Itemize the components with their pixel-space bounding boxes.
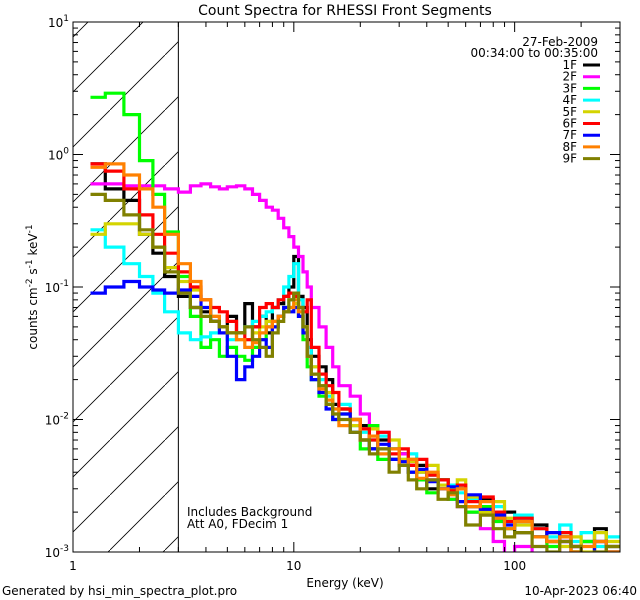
- y-tick-label: 10-2: [45, 412, 69, 428]
- y-tick-base: 10: [48, 16, 63, 30]
- y-tick-base: 10: [45, 546, 60, 560]
- y-label-exp: -1: [25, 224, 35, 233]
- legend-label-3F: 3F: [562, 81, 577, 95]
- series-line-2F: [90, 182, 573, 552]
- legend-label-6F: 6F: [562, 117, 577, 131]
- footer-generated-by: Generated by hsi_min_spectra_plot.pro: [2, 584, 237, 598]
- series-line-9F: [90, 192, 620, 552]
- chart-title: Count Spectra for RHESSI Front Segments: [198, 3, 492, 19]
- legend-date: 27-Feb-2009: [522, 35, 598, 49]
- legend-label-1F: 1F: [562, 58, 577, 72]
- y-tick-label: 100: [48, 147, 69, 163]
- legend-label-8F: 8F: [562, 140, 577, 154]
- y-tick-exponent: 0: [63, 147, 69, 157]
- footer-timestamp: 10-Apr-2023 06:40: [524, 584, 637, 598]
- y-label-kev: keV: [26, 233, 40, 260]
- legend-time-range: 00:34:00 to 00:35:00: [471, 46, 598, 60]
- hatch-fill: [73, 22, 179, 552]
- y-tick-label: 10-3: [45, 544, 69, 560]
- y-tick-base: 10: [45, 281, 60, 295]
- y-tick-label: 101: [48, 14, 69, 30]
- legend-label-4F: 4F: [562, 93, 577, 107]
- annotation-background: Includes Background: [187, 505, 312, 519]
- y-axis-label: counts cm-2 s-1 keV-1: [25, 224, 40, 349]
- x-tick-label: 10: [286, 559, 301, 573]
- y-tick-base: 10: [48, 149, 63, 163]
- x-tick-label: 1: [69, 559, 77, 573]
- y-label-exp: -2: [25, 278, 35, 287]
- legend-label-7F: 7F: [562, 128, 577, 142]
- y-tick-exponent: -1: [60, 279, 69, 289]
- y-tick-label: 10-1: [45, 279, 69, 295]
- y-label-s: s: [26, 268, 40, 278]
- legend-label-5F: 5F: [562, 105, 577, 119]
- background-shaded-region: [73, 22, 179, 552]
- series-lines: [90, 91, 620, 552]
- y-tick-exponent: 1: [63, 14, 69, 24]
- y-tick-exponent: -3: [60, 544, 69, 554]
- x-tick-label: 100: [503, 559, 526, 573]
- y-tick-base: 10: [45, 414, 60, 428]
- y-tick-exponent: -2: [60, 412, 69, 422]
- legend-label-2F: 2F: [562, 70, 577, 84]
- y-label-main: counts cm: [26, 287, 40, 349]
- annotation-attenuator: Att A0, FDecim 1: [187, 517, 288, 531]
- x-axis-label: Energy (keV): [306, 576, 383, 590]
- legend-label-9F: 9F: [562, 152, 577, 166]
- y-label-exp: -1: [25, 259, 35, 268]
